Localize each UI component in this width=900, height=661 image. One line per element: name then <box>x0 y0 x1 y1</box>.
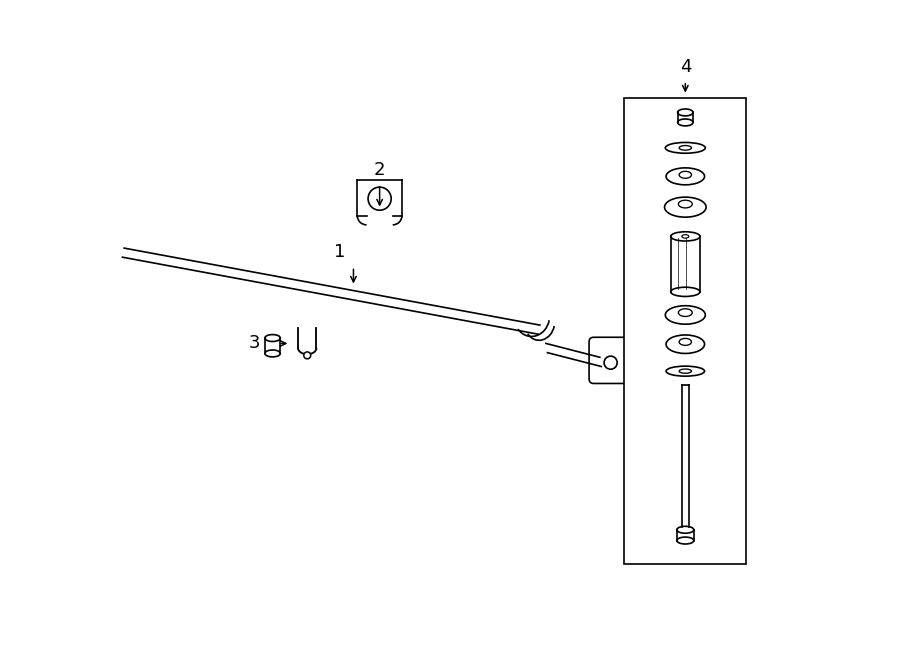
Ellipse shape <box>670 288 700 297</box>
Ellipse shape <box>677 526 694 533</box>
Ellipse shape <box>678 119 693 126</box>
Ellipse shape <box>682 235 688 238</box>
Text: 2: 2 <box>374 161 385 178</box>
FancyBboxPatch shape <box>590 337 633 383</box>
Ellipse shape <box>666 366 705 376</box>
Ellipse shape <box>678 109 693 116</box>
Ellipse shape <box>666 168 705 185</box>
Ellipse shape <box>680 369 691 373</box>
Circle shape <box>304 352 310 359</box>
Ellipse shape <box>679 200 692 208</box>
Ellipse shape <box>665 305 706 324</box>
Ellipse shape <box>368 187 392 210</box>
Ellipse shape <box>680 145 691 150</box>
Ellipse shape <box>680 338 691 345</box>
Circle shape <box>604 356 617 369</box>
Ellipse shape <box>679 309 692 317</box>
Text: 3: 3 <box>249 334 261 352</box>
Ellipse shape <box>265 350 280 357</box>
Ellipse shape <box>680 171 691 178</box>
Ellipse shape <box>665 143 706 153</box>
Ellipse shape <box>265 334 280 342</box>
Ellipse shape <box>664 197 707 217</box>
Ellipse shape <box>677 537 694 544</box>
Ellipse shape <box>666 335 705 354</box>
Ellipse shape <box>670 232 700 241</box>
Bar <box>625 98 746 564</box>
Text: 1: 1 <box>334 243 346 261</box>
Text: 4: 4 <box>680 58 691 76</box>
